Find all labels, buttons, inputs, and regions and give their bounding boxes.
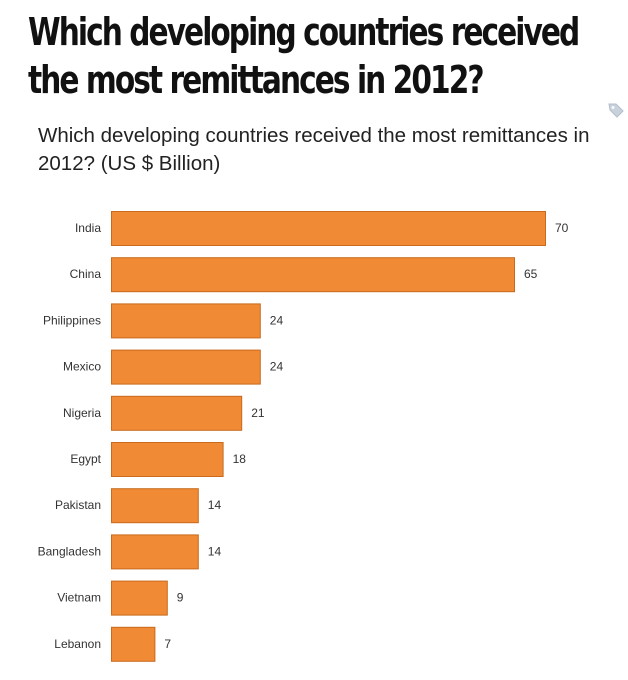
bar	[111, 580, 168, 616]
value-label: 70	[555, 221, 569, 235]
value-label: 18	[233, 452, 247, 466]
value-label: 21	[251, 406, 265, 420]
category-label: Nigeria	[63, 406, 101, 420]
bar	[111, 626, 156, 662]
value-label: 24	[270, 313, 284, 327]
category-label: China	[70, 267, 102, 281]
headline-line-1: Which developing countries received	[28, 10, 580, 54]
value-label: 65	[524, 267, 538, 281]
chart-title: Which developing countries received the …	[38, 124, 590, 175]
value-label: 9	[177, 591, 184, 605]
bar	[111, 442, 224, 477]
category-label: Philippines	[43, 313, 101, 327]
bar	[111, 211, 546, 246]
bar-chart: India 70 China 65 Philippines 24 Mexico 24 Niger…	[38, 211, 569, 662]
category-label: Vietnam	[57, 591, 101, 605]
bar	[111, 395, 243, 431]
category-label: India	[75, 221, 101, 235]
bar	[111, 257, 515, 293]
headline: Which developing countries received the …	[28, 8, 580, 104]
bar	[111, 488, 199, 524]
bar	[111, 534, 199, 570]
category-label: Lebanon	[54, 637, 101, 651]
value-label: 7	[164, 637, 171, 651]
category-label: Pakistan	[55, 498, 101, 512]
category-label: Bangladesh	[38, 544, 101, 558]
category-label: Mexico	[63, 360, 101, 374]
bar	[111, 349, 261, 385]
bar	[111, 303, 261, 339]
value-label: 14	[208, 544, 222, 558]
value-label: 14	[208, 498, 222, 512]
tag-icon[interactable]	[606, 100, 626, 120]
value-label: 24	[270, 360, 284, 374]
category-label: Egypt	[70, 452, 101, 466]
headline-line-2: the most remittances in 2012?	[28, 58, 485, 102]
